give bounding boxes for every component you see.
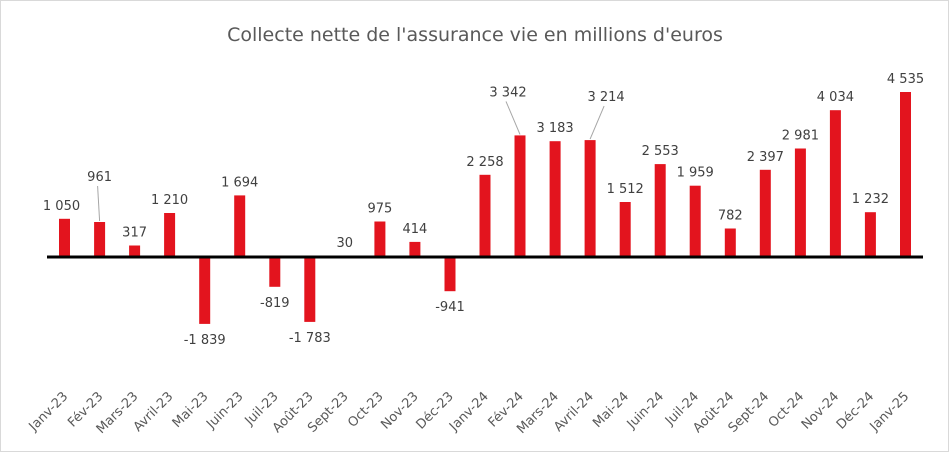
data-label-Mai-24: 1 512 bbox=[607, 182, 644, 197]
bar-Avril-23 bbox=[164, 213, 176, 257]
bar-Juil-23 bbox=[269, 257, 281, 287]
bar-Fév-24 bbox=[514, 135, 526, 257]
data-label-Janv-24: 2 258 bbox=[466, 155, 503, 170]
data-label-Avril-23: 1 210 bbox=[151, 193, 188, 208]
bar-Sept-24 bbox=[759, 169, 771, 257]
x-tick-Mai-23: Mai-23 bbox=[170, 389, 212, 431]
x-tick-labels-group: Janv-23Fév-23Mars-23Avril-23Mai-23Juin-2… bbox=[26, 389, 913, 437]
bar-Juil-24 bbox=[689, 185, 701, 257]
bar-Avril-24 bbox=[584, 140, 596, 257]
bar-Janv-23 bbox=[59, 218, 70, 257]
data-label-Fév-23: 961 bbox=[87, 170, 112, 185]
bar-Juin-24 bbox=[654, 164, 666, 257]
bar-Déc-24 bbox=[864, 212, 876, 257]
chart-title: Collecte nette de l'assurance vie en mil… bbox=[227, 24, 723, 46]
data-label-Juin-24: 2 553 bbox=[642, 144, 679, 159]
bar-Mars-23 bbox=[129, 245, 141, 257]
data-label-Sept-24: 2 397 bbox=[747, 150, 784, 165]
x-tick-Juin-23: Juin-23 bbox=[203, 389, 246, 432]
data-label-Juin-23: 1 694 bbox=[221, 175, 258, 190]
x-tick-Mai-24: Mai-24 bbox=[590, 389, 632, 431]
data-labels-group: 1 050 961 317 1 210 -1 839 1 694 -819 -1 783 30 9… bbox=[43, 72, 924, 348]
data-label-Janv-25: 4 535 bbox=[887, 72, 924, 87]
x-tick-Juin-24: Juin-24 bbox=[624, 389, 667, 432]
leader-line-Fév-23 bbox=[97, 185, 101, 222]
data-label-Nov-23: 414 bbox=[402, 222, 427, 237]
data-label-Juil-24: 1 959 bbox=[677, 166, 714, 181]
bar-Août-23 bbox=[304, 257, 316, 322]
bar-Janv-25 bbox=[900, 92, 911, 257]
bar-Janv-24 bbox=[479, 174, 491, 257]
data-label-Nov-24: 4 034 bbox=[817, 90, 854, 105]
x-tick-Nov-23: Nov-23 bbox=[378, 389, 421, 432]
bar-Mai-23 bbox=[199, 257, 211, 324]
data-label-Août-23: -1 783 bbox=[289, 331, 331, 346]
data-label-Oct-24: 2 981 bbox=[782, 129, 819, 144]
data-label-Mars-23: 317 bbox=[122, 226, 147, 241]
data-label-Oct-23: 975 bbox=[367, 202, 392, 217]
data-label-Mai-23: -1 839 bbox=[184, 333, 226, 348]
data-label-Déc-24: 1 232 bbox=[852, 192, 889, 207]
bar-Juin-23 bbox=[234, 195, 246, 257]
bar-Août-24 bbox=[724, 228, 736, 257]
leader-line-Fév-24 bbox=[505, 101, 521, 135]
bar-Déc-23 bbox=[444, 257, 456, 292]
data-label-Mars-24: 3 183 bbox=[536, 121, 573, 136]
data-label-Juil-23: -819 bbox=[260, 296, 290, 311]
bar-Nov-23 bbox=[409, 241, 421, 257]
data-label-Fév-24: 3 342 bbox=[489, 85, 526, 100]
x-tick-Janv-23: Janv-23 bbox=[26, 389, 72, 435]
bar-Mars-24 bbox=[549, 141, 561, 257]
x-tick-Nov-24: Nov-24 bbox=[799, 389, 842, 432]
bar-Oct-24 bbox=[794, 148, 806, 257]
bar-Nov-24 bbox=[829, 110, 841, 257]
leader-lines-group bbox=[97, 101, 605, 222]
x-tick-Janv-25: Janv-25 bbox=[867, 389, 913, 435]
data-label-Août-24: 782 bbox=[718, 209, 743, 224]
leader-line-Avril-24 bbox=[589, 105, 605, 140]
data-label-Déc-23: -941 bbox=[435, 300, 465, 315]
bar-Mai-24 bbox=[619, 202, 631, 257]
bar-Fév-23 bbox=[94, 222, 106, 257]
data-label-Avril-24: 3 214 bbox=[587, 90, 624, 105]
bar-Oct-23 bbox=[374, 221, 386, 257]
data-label-Sept-23: 30 bbox=[337, 236, 354, 251]
data-label-Janv-23: 1 050 bbox=[43, 199, 80, 214]
bars-group bbox=[59, 92, 911, 324]
